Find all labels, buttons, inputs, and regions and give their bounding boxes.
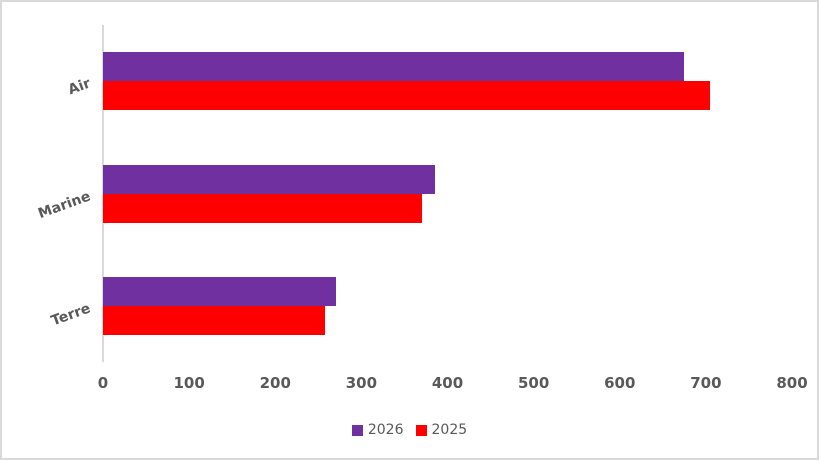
bar-2025-terre[interactable]: [103, 305, 326, 335]
bar-2026-terre[interactable]: [103, 276, 336, 306]
x-tick-label: 600: [604, 374, 636, 392]
category-label-marine: Marine: [36, 187, 93, 222]
bar-2025-air[interactable]: [103, 81, 711, 111]
x-tick-label: 0: [97, 374, 109, 392]
legend: 2026 2025: [2, 422, 817, 438]
x-tick-label: 500: [517, 374, 550, 392]
legend-swatch-icon: [415, 424, 427, 436]
legend-label: 2026: [367, 422, 404, 438]
x-tick-label: 800: [776, 374, 808, 392]
legend-item-2026[interactable]: 2026: [351, 422, 404, 438]
x-tick-label: 300: [345, 374, 378, 392]
legend-swatch-icon: [351, 424, 363, 436]
bar-2025-marine[interactable]: [103, 193, 422, 223]
legend-item-2025[interactable]: 2025: [415, 422, 468, 438]
bar-2026-marine[interactable]: [103, 164, 435, 194]
x-tick-label: 400: [431, 374, 464, 392]
x-tick-label: 700: [690, 374, 722, 392]
bar-2026-air[interactable]: [103, 52, 685, 82]
x-tick-label: 100: [173, 374, 205, 392]
category-label-terre: Terre: [49, 300, 93, 330]
x-tick-label: 200: [259, 374, 291, 392]
legend-label: 2025: [431, 422, 468, 438]
category-label-air: Air: [66, 75, 93, 99]
